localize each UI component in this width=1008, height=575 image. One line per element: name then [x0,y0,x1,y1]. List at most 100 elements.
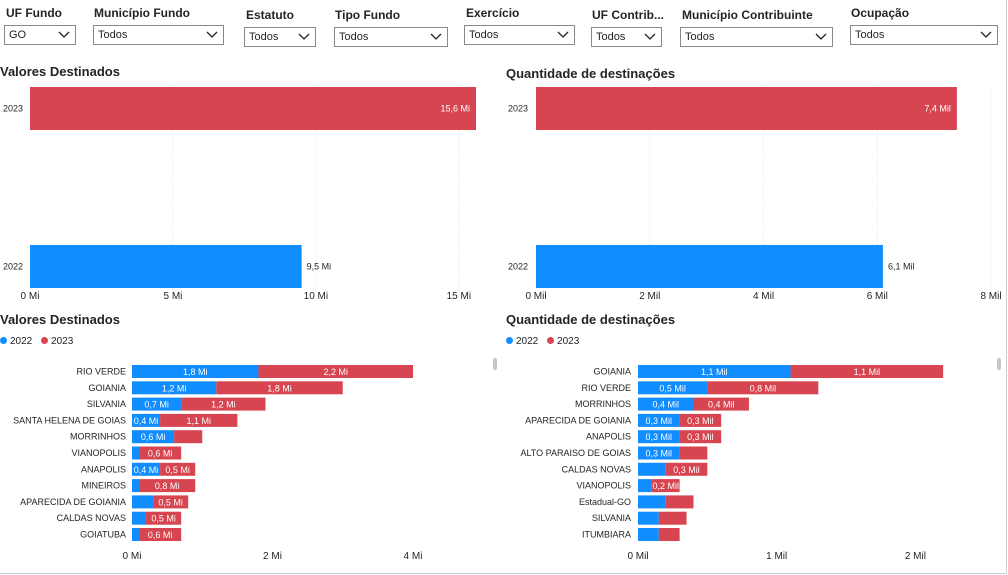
x-tick-label: 0 Mi [21,291,40,302]
filter-dropdown[interactable]: Todos [334,27,448,47]
bar-segment-2023[interactable] [651,479,680,493]
bar-segment-2022[interactable] [638,511,659,525]
filter-dropdown[interactable]: Todos [591,27,662,47]
quantidade-anual-title: Quantidade de destinações [506,66,676,81]
filter-selected-value: GO [9,29,27,41]
filter-selected-value: Todos [339,31,369,43]
y-category-label: GOIANIA [88,383,126,393]
bar-segment-2023[interactable] [658,528,680,541]
bar-segment-2023[interactable] [153,495,189,509]
data-label: 0,3 Mil [687,432,714,442]
bar-2022[interactable] [30,245,302,288]
bar-segment-2023[interactable] [160,413,238,427]
bar-segment-2022[interactable] [132,365,259,378]
data-label: 0,8 Mi [155,481,180,491]
data-label: 0,3 Mil [687,416,714,426]
bar-segment-2023[interactable] [790,365,944,378]
y-category-label: APARECIDA DE GOIANIA [20,497,126,507]
bar-segment-2023[interactable] [693,397,749,411]
legend-item-2023[interactable]: 2023 [41,336,73,347]
filter-dropdown[interactable]: Todos [680,27,833,47]
data-label: 0,4 Mil [708,400,735,410]
bar-segment-2023[interactable] [146,511,182,525]
chevron-down-icon [298,33,310,40]
bar-segment-2022[interactable] [638,397,694,411]
bar-segment-2023[interactable] [658,511,687,525]
bar-segment-2022[interactable] [132,528,140,541]
bar-segment-2022[interactable] [132,462,161,476]
filter-dropdown[interactable]: Todos [850,25,998,45]
quantidade-por-ano-chart: 0 Mil 2 Mil 4 Mil 6 Mil 8 Mil 2023 7,4 Mil 2022… [508,85,1002,302]
bar-segment-2022[interactable] [638,495,666,509]
bar-segment-2023[interactable] [258,365,413,378]
filter-dropdown[interactable]: Todos [244,27,316,47]
bar-segment-2022[interactable] [638,430,680,444]
valores-municipio-scrollbar[interactable] [493,358,497,370]
quantidade-municipio-title: Quantidade de destinações [506,312,676,327]
legend-dot-2023 [41,336,49,344]
data-label: 0,5 Mi [151,514,176,524]
bar-2022[interactable] [536,245,883,288]
bar-2023[interactable] [30,87,476,130]
x-tick-label: 8 Mil [980,291,1001,302]
y-category-label: CALDAS NOVAS [562,464,631,474]
legend-dot-2023 [547,336,555,344]
bar-segment-2022[interactable] [132,397,182,411]
data-label: 0,4 Mil [652,400,679,410]
bar-segment-2022[interactable] [638,413,680,427]
x-tick-label: 2 Mil [905,551,926,562]
filter-dropdown[interactable]: Todos [464,25,575,45]
bar-segment-2023[interactable] [139,479,196,493]
bar-segment-2023[interactable] [181,397,266,411]
bar-segment-2023[interactable] [160,462,196,476]
bar-segment-2023[interactable] [139,446,182,460]
legend-label-2022: 2022 [516,336,539,347]
bar-segment-2022[interactable] [638,365,791,378]
y-category-label: 2022 [3,262,23,272]
bar-segment-2022[interactable] [132,446,140,460]
bar-segment-2022[interactable] [132,381,217,395]
chevron-down-icon [430,33,442,40]
bar-segment-2023[interactable] [665,462,708,476]
bar-segment-2023[interactable] [216,381,343,395]
legend-item-2022[interactable]: 2022 [0,336,32,347]
bar-segment-2023[interactable] [707,381,819,395]
valores-por-municipio-chart: 0 Mi 2 Mi 4 Mi RIO VERDE 1,8 Mi 2,2 Mi GOIANIA… [13,365,422,562]
data-label: 0,5 Mil [659,383,686,393]
bar-segment-2023[interactable] [665,495,694,509]
bar-segment-2023[interactable] [139,528,182,541]
bar-segment-2022[interactable] [638,479,652,493]
quantidade-municipio-scrollbar[interactable] [997,358,1001,370]
bar-segment-2023[interactable] [174,430,203,444]
data-label: 7,4 Mil [924,104,951,114]
bar-segment-2022[interactable] [132,479,140,493]
bar-segment-2022[interactable] [638,381,708,395]
bar-segment-2022[interactable] [132,495,154,509]
bar-segment-2022[interactable] [638,446,680,460]
bar-segment-2022[interactable] [638,528,659,541]
data-label: 0,6 Mi [148,449,173,459]
y-category-label: SILVANIA [87,399,126,409]
bar-segment-2022[interactable] [132,430,175,444]
bar-segment-2023[interactable] [679,430,722,444]
legend-dot-2022 [506,336,513,344]
bar-segment-2022[interactable] [132,511,147,525]
bar-segment-2022[interactable] [132,413,161,427]
legend-item-2023[interactable]: 2023 [547,336,579,347]
bar-2023[interactable] [536,87,957,130]
filter-label: Exercício [466,6,520,20]
quantidade-municipio-legend[interactable]: 2022 2023 [506,336,585,347]
filter-dropdown[interactable]: GO [4,25,76,45]
bar-segment-2023[interactable] [679,413,722,427]
y-category-label: ALTO PARAISO DE GOIAS [520,448,631,458]
valores-municipio-legend[interactable]: 2022 2023 [0,336,79,347]
bar-segment-2023[interactable] [679,446,708,460]
data-label: 1,1 Mil [701,367,728,377]
filter-selected-value: Todos [98,29,128,41]
filter-dropdown[interactable]: Todos [93,25,224,45]
x-tick-label: 1 Mil [766,551,787,562]
y-category-label: MORRINHOS [575,399,631,409]
bar-segment-2022[interactable] [638,462,666,476]
legend-item-2022[interactable]: 2022 [506,336,538,347]
filter-selected-value: Todos [469,29,499,41]
